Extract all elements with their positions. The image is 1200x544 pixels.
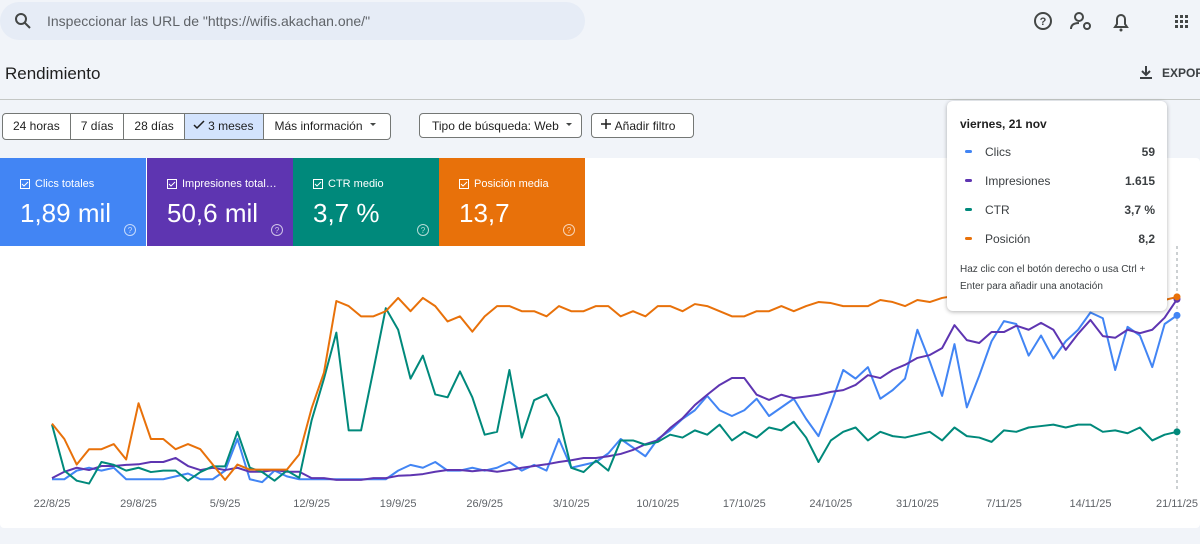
add-filter-label: Añadir filtro	[614, 119, 676, 133]
help-icon: ?	[124, 224, 136, 236]
period-option[interactable]: 24 horas	[3, 114, 71, 139]
metric-value: 50,6 mil	[167, 198, 259, 228]
legend-label: Posición	[985, 232, 1031, 246]
x-tick-label: 19/9/25	[380, 498, 417, 510]
series-line	[51, 294, 1178, 481]
period-option[interactable]: 28 días	[124, 114, 185, 139]
dropdown-icon	[369, 123, 376, 126]
svg-text:?: ?	[1040, 16, 1047, 28]
hover-point	[1173, 428, 1181, 436]
metric-card[interactable]: Clics totales 1,89 mil?	[0, 158, 146, 246]
toolbar-icons[interactable]: ?	[1031, 9, 1196, 33]
legend-label: Impresiones	[985, 174, 1051, 188]
plus-icon	[601, 119, 611, 129]
tooltip-value: 59	[1141, 145, 1155, 159]
metric-label: Posición media	[474, 178, 549, 190]
series-line	[51, 298, 1178, 481]
x-tick-label: 26/9/25	[466, 498, 503, 510]
divider	[0, 99, 1200, 100]
search-type-label: Tipo de búsqueda: Web	[432, 119, 559, 133]
more-label: Más información	[274, 119, 363, 133]
tooltip-row: Posición 8,2	[947, 232, 1167, 248]
checkbox	[459, 179, 469, 189]
legend-swatch	[965, 150, 972, 153]
tooltip-date: viernes, 21 nov	[960, 117, 1047, 131]
legend-swatch	[965, 237, 972, 240]
period-option[interactable]: 7 días	[71, 114, 125, 139]
check-icon	[193, 120, 205, 130]
tooltip-value: 8,2	[1138, 232, 1155, 246]
legend-label: Clics	[985, 145, 1011, 159]
svg-text:?: ?	[128, 226, 133, 235]
download-icon	[1140, 66, 1152, 79]
x-tick-label: 22/8/25	[34, 498, 71, 510]
more-info[interactable]: Más información	[264, 114, 389, 139]
metric-value: 1,89 mil	[20, 198, 112, 228]
export-button[interactable]: EXPOR	[1162, 66, 1200, 80]
checkbox	[167, 179, 177, 189]
hover-point	[1173, 293, 1181, 301]
x-tick-label: 24/10/25	[809, 498, 852, 510]
x-tick-label: 3/10/25	[553, 498, 590, 510]
tooltip-row: CTR 3,7 %	[947, 203, 1167, 219]
performance-chart[interactable]: 22/8/25 29/8/25 5/9/25 12/9/25 19/9/25 26/9/2…	[0, 246, 1200, 528]
x-tick-label: 14/11/25	[1069, 498, 1111, 510]
tooltip-hint: Haz clic con el botón derecho o usa Ctrl…	[960, 264, 1146, 292]
metric-label: CTR medio	[328, 178, 384, 190]
dropdown-icon	[566, 123, 573, 126]
x-tick-label: 21/11/25	[1156, 498, 1198, 510]
legend-swatch	[965, 208, 972, 211]
help-icon: ?	[271, 224, 283, 236]
metric-label: Impresiones total…	[182, 178, 277, 190]
search-placeholder: Inspeccionar las URL de "https://wifis.a…	[47, 13, 371, 29]
x-tick-label: 29/8/25	[120, 498, 157, 510]
svg-text:?: ?	[421, 226, 426, 235]
tooltip-value: 3,7 %	[1124, 203, 1155, 217]
search-icon	[15, 13, 31, 29]
x-tick-label: 7/11/25	[986, 498, 1022, 510]
tooltip: viernes, 21 nov Clics 59 Impresiones 1.615 C…	[947, 101, 1167, 311]
help-icon: ?	[417, 224, 429, 236]
metric-value: 13,7	[459, 198, 510, 228]
metric-card[interactable]: Posición media 13,7?	[439, 158, 585, 246]
hover-point	[1173, 311, 1181, 319]
add-filter-button[interactable]: Añadir filtro	[591, 113, 694, 138]
metric-value: 3,7 %	[313, 198, 380, 228]
metric-card[interactable]: Impresiones total… 50,6 mil?	[147, 158, 293, 246]
svg-text:?: ?	[275, 226, 280, 235]
metric-card[interactable]: CTR medio 3,7 %?	[293, 158, 439, 246]
search-bar[interactable]: Inspeccionar las URL de "https://wifis.a…	[0, 2, 585, 40]
x-tick-label: 31/10/25	[896, 498, 939, 510]
page-title: Rendimiento	[5, 64, 101, 83]
tooltip-row: Impresiones 1.615	[947, 174, 1167, 190]
help-icon: ?	[563, 224, 575, 236]
tooltip-value: 1.615	[1124, 174, 1155, 188]
x-tick-label: 17/10/25	[723, 498, 766, 510]
search-type-filter[interactable]: Tipo de búsqueda: Web	[419, 113, 582, 138]
metric-label: Clics totales	[35, 178, 95, 190]
series-line	[51, 307, 1178, 485]
legend-label: CTR	[985, 203, 1010, 217]
tooltip-row: Clics 59	[947, 145, 1167, 161]
x-tick-label: 10/10/25	[636, 498, 679, 510]
legend-swatch	[965, 179, 972, 182]
checkbox	[313, 179, 323, 189]
x-tick-label: 12/9/25	[293, 498, 330, 510]
series-line	[52, 311, 1178, 484]
period-selector: 24 horas 7 días 28 días 3 meses Más info…	[2, 113, 391, 140]
svg-text:?: ?	[567, 226, 572, 235]
period-option-selected[interactable]: 3 meses	[184, 114, 265, 139]
period-label: 3 meses	[208, 119, 254, 133]
x-tick-label: 5/9/25	[210, 498, 241, 510]
checkbox	[20, 179, 30, 189]
